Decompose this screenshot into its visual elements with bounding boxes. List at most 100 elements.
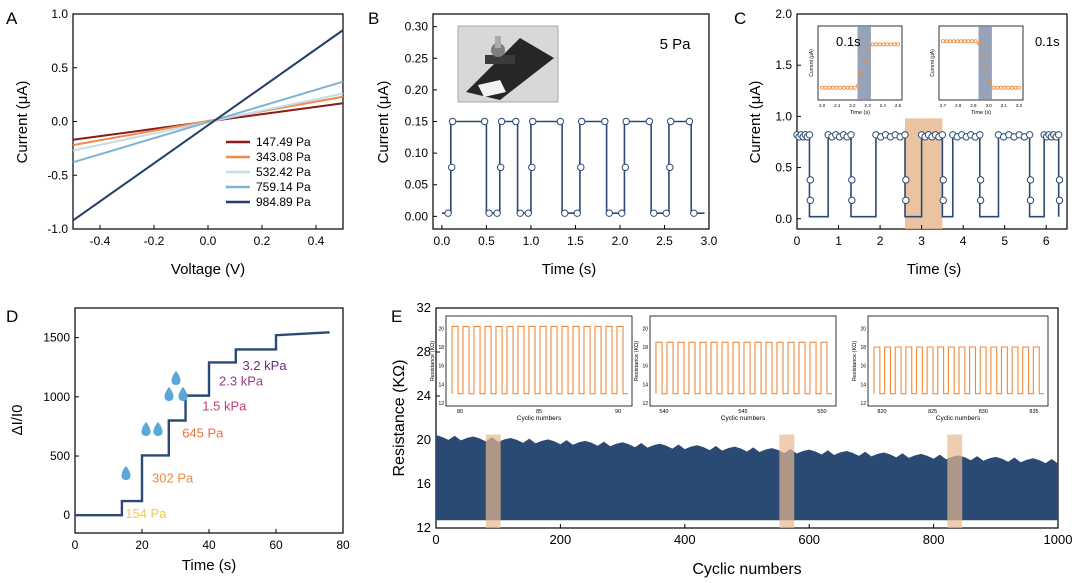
inset-point <box>841 85 846 90</box>
pressure-annotation: 1.5 kPa <box>202 398 247 413</box>
inset-point <box>977 41 982 46</box>
data-point <box>667 117 675 126</box>
inset-point <box>856 83 861 88</box>
inset-x-tick-label: 830 <box>979 409 988 415</box>
inset-point <box>1013 85 1018 90</box>
water-drop-icon <box>141 422 151 436</box>
data-point <box>524 209 532 217</box>
y-tick-label: 500 <box>50 449 70 463</box>
panel-c-xlabel: Time (s) <box>907 261 961 278</box>
inset-point <box>973 39 978 44</box>
inset-point <box>1017 85 1022 90</box>
inset-x-tick-label: 2.0 <box>819 103 826 108</box>
inset-x-tick-label: 2.2 <box>849 103 856 108</box>
panel-a-plot-area: -0.4 -0.2 0.0 0.2 0.4 -1.0 -0.5 0.0 0.5 1.0 147.49… <box>47 7 344 248</box>
data-point <box>1025 131 1034 139</box>
inset-y-tick-label: 18 <box>438 345 444 351</box>
inset-point <box>948 39 953 44</box>
x-tick-label: 600 <box>798 532 820 547</box>
inset-ylabel: Resistance (KΩ) <box>852 341 858 381</box>
panel-a: A -0.4 -0.2 0.0 0.2 0.4 -1.0 -0.5 0.0 0.5 1.0 147.… <box>6 7 344 278</box>
y-tick-label: 0.20 <box>405 83 429 97</box>
data-point <box>621 163 630 172</box>
data-point <box>561 209 569 217</box>
data-point <box>516 209 524 217</box>
panel-b-xlabel: Time (s) <box>542 261 596 278</box>
data-point <box>493 209 501 217</box>
y-tick-label: 0.25 <box>405 51 429 65</box>
inset-point <box>1002 85 1007 90</box>
inset-x-tick-label: 3.2 <box>1016 103 1023 108</box>
data-point <box>528 163 536 172</box>
inset-point <box>877 42 882 47</box>
x-tick-label: 2.5 <box>656 234 673 248</box>
series-line <box>72 95 344 147</box>
y-tick-label: 32 <box>417 300 431 315</box>
inset-point <box>867 48 872 53</box>
data-point <box>848 196 856 205</box>
inset-y-tick-label: 16 <box>860 364 866 370</box>
data-point <box>662 209 670 217</box>
inset-point <box>941 39 946 44</box>
panel-b: B 0.0 0.5 1.0 1.5 2.0 2.5 3.00.000.050.100.150… <box>368 9 718 278</box>
data-point <box>1055 196 1064 205</box>
panel-b-plot-area: 0.0 0.5 1.0 1.5 2.0 2.5 3.0 0.00 0.05 0.10 0.15 0.2… <box>405 20 718 248</box>
inset-ylabel: Current (μA) <box>930 49 936 77</box>
x-tick-label: 3 <box>918 234 925 248</box>
x-tick-label: 80 <box>336 538 350 552</box>
data-point <box>902 176 910 184</box>
series-line <box>72 80 344 164</box>
inset-x-tick-label: 2.8 <box>955 103 962 108</box>
pressure-annotation: 645 Pa <box>182 426 224 441</box>
x-tick-label: 0.2 <box>254 234 271 248</box>
data-point <box>805 131 814 139</box>
x-tick-label: 1.0 <box>523 234 540 248</box>
inset-point <box>962 39 967 44</box>
data-point <box>901 131 909 139</box>
inset-y-tick-label: 14 <box>642 382 648 388</box>
inset-point <box>955 39 960 44</box>
x-tick-label: 2 <box>877 234 884 248</box>
water-drop-icon <box>121 466 131 480</box>
inset-y-tick-label: 18 <box>860 345 866 351</box>
inset-x-tick-label: 2.3 <box>864 103 871 108</box>
inset-x-tick-label: 90 <box>615 409 621 415</box>
y-tick-label: 0.10 <box>405 146 429 160</box>
inset-point <box>966 39 971 44</box>
y-tick-label: 0.05 <box>405 178 429 192</box>
water-drop-icon <box>153 422 163 436</box>
y-tick-label: 0.5 <box>775 161 792 175</box>
inset-y-tick-label: 12 <box>860 401 866 407</box>
x-tick-label: 0 <box>794 234 801 248</box>
highlight-region <box>947 434 963 528</box>
inset-point <box>951 39 956 44</box>
data-point <box>1026 176 1035 184</box>
y-tick-label: 0.30 <box>405 20 429 34</box>
panel-d-plot-area: 0 20 40 60 80 0 500 1000 1500 154 Pa 302 Pa 645 Pa 1… <box>43 331 350 552</box>
y-tick-label: 0.5 <box>51 61 68 75</box>
water-drop-icon <box>171 371 181 385</box>
inset-point <box>874 42 879 47</box>
y-tick-label: 0 <box>63 508 70 522</box>
inset-point <box>845 85 850 90</box>
panel-b-ylabel: Current (μA) <box>375 81 392 164</box>
inset-point <box>892 42 897 47</box>
x-tick-label: 5 <box>1001 234 1008 248</box>
y-tick-label: 16 <box>417 476 431 491</box>
x-tick-label: 1000 <box>1044 532 1073 547</box>
data-point <box>577 163 585 172</box>
inset-xlabel: Cyclic numbers <box>721 415 766 422</box>
inset-point <box>827 85 832 90</box>
x-tick-label: 200 <box>550 532 572 547</box>
y-tick-label: 2.0 <box>775 7 792 21</box>
inset-x-tick-label: 80 <box>457 409 463 415</box>
panel-e-plot-area: 0 200 400 600 800 1000 12 16 20 24 28 32 <box>417 300 1073 547</box>
y-tick-label: 1000 <box>43 390 70 404</box>
inset-point <box>896 42 901 47</box>
water-drop-icon <box>164 387 174 401</box>
inset-wave <box>873 346 1044 395</box>
data-point <box>512 117 520 126</box>
x-tick-label: 6 <box>1043 234 1050 248</box>
data-point <box>448 117 457 126</box>
